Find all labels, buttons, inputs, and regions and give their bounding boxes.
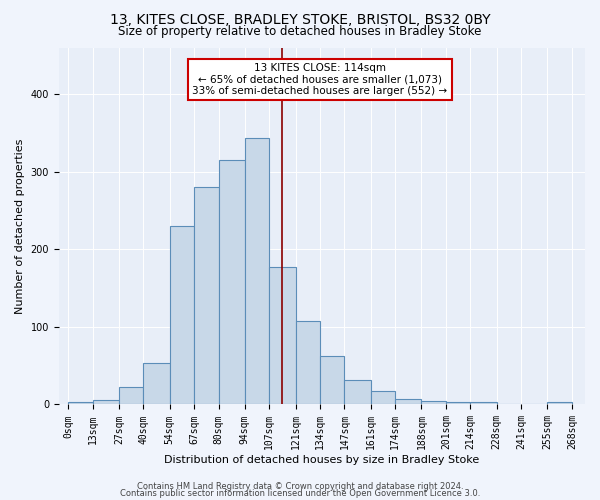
Bar: [269, 267, 296, 404]
Bar: [194, 187, 218, 404]
Bar: [170, 226, 194, 404]
Bar: [92, 400, 119, 404]
Bar: [119, 388, 143, 404]
Bar: [68, 402, 92, 404]
Text: Size of property relative to detached houses in Bradley Stoke: Size of property relative to detached ho…: [118, 25, 482, 38]
Bar: [446, 402, 470, 404]
Bar: [245, 138, 269, 404]
Bar: [344, 380, 371, 404]
Bar: [371, 390, 395, 404]
Bar: [421, 400, 446, 404]
Text: Contains public sector information licensed under the Open Government Licence 3.: Contains public sector information licen…: [120, 489, 480, 498]
Y-axis label: Number of detached properties: Number of detached properties: [15, 138, 25, 314]
Bar: [218, 160, 245, 404]
Bar: [296, 320, 320, 404]
Bar: [470, 402, 497, 404]
Text: Contains HM Land Registry data © Crown copyright and database right 2024.: Contains HM Land Registry data © Crown c…: [137, 482, 463, 491]
Bar: [547, 402, 572, 404]
X-axis label: Distribution of detached houses by size in Bradley Stoke: Distribution of detached houses by size …: [164, 455, 479, 465]
Bar: [395, 399, 421, 404]
Text: 13, KITES CLOSE, BRADLEY STOKE, BRISTOL, BS32 0BY: 13, KITES CLOSE, BRADLEY STOKE, BRISTOL,…: [110, 12, 490, 26]
Text: 13 KITES CLOSE: 114sqm
← 65% of detached houses are smaller (1,073)
33% of semi-: 13 KITES CLOSE: 114sqm ← 65% of detached…: [193, 63, 448, 96]
Bar: [143, 362, 170, 405]
Bar: [320, 356, 344, 405]
